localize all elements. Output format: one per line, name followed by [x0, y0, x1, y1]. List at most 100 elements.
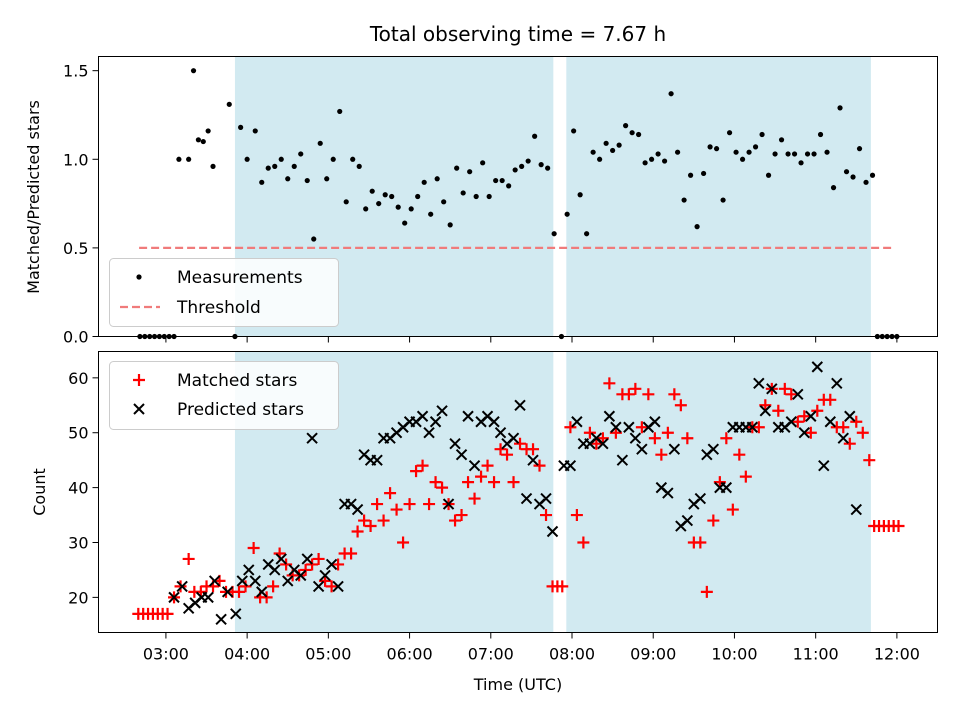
- matched-stars-point: [843, 437, 856, 450]
- predicted-stars-point: [168, 591, 180, 604]
- x-tick-label: 04:00: [224, 645, 270, 664]
- matched-stars-point: [182, 552, 195, 565]
- measurement-point: [863, 179, 869, 185]
- predicted-stars-point: [295, 569, 307, 582]
- measurement-point: [629, 130, 635, 136]
- x-tick-label: 09:00: [630, 645, 676, 664]
- measurement-point: [668, 91, 674, 97]
- matched-stars-point: [739, 470, 752, 483]
- measurement-point: [421, 179, 427, 185]
- predicted-stars-point: [792, 388, 804, 401]
- predicted-stars-point: [610, 421, 622, 433]
- predicted-stars-point: [720, 481, 733, 494]
- matched-stars-point: [403, 498, 416, 511]
- predicted-stars-point: [176, 580, 188, 593]
- measurement-point: [285, 176, 291, 182]
- matched-stars-point: [475, 470, 488, 483]
- matched-stars-point: [507, 476, 520, 489]
- top-panel: 0.0 0.5 1.0 1.5 Matched/Predicted stars Mea…: [24, 56, 938, 347]
- matched-stars-point: [733, 448, 746, 461]
- predicted-stars-point: [507, 432, 520, 444]
- legend-matched-marker: [133, 374, 145, 386]
- predicted-stars-point: [282, 575, 294, 587]
- matched-stars-point: [377, 514, 390, 527]
- predicted-stars-point: [629, 432, 642, 444]
- predicted-stars-point: [429, 416, 442, 428]
- matched-stars-point: [293, 569, 306, 582]
- measurement-point: [811, 151, 817, 157]
- matched-stars-point: [700, 585, 713, 598]
- matched-stars-point: [556, 580, 569, 593]
- predicted-stars-point: [416, 410, 429, 422]
- predicted-stars-point: [662, 487, 674, 499]
- matched-stars-point: [759, 399, 772, 412]
- measurement-point: [304, 177, 310, 184]
- measurement-point: [778, 137, 785, 143]
- predicted-stars-point: [306, 432, 318, 444]
- matched-stars-point: [161, 607, 174, 620]
- top-y-axis-label: Matched/Predicted stars: [24, 100, 43, 294]
- matched-stars-point: [798, 410, 811, 423]
- matched-stars-point: [449, 514, 462, 527]
- measurement-point: [480, 160, 486, 166]
- measurement-point: [441, 199, 447, 205]
- x-tick-label: 08:00: [549, 645, 595, 664]
- top-y-tick-label: 0.0: [63, 328, 88, 347]
- predicted-stars-point: [649, 416, 661, 428]
- matched-stars-point: [299, 563, 312, 576]
- matched-stars-point: [527, 443, 540, 456]
- predicted-stars-point: [208, 575, 221, 587]
- predicted-stars-point: [236, 575, 248, 587]
- matched-stars-point: [648, 432, 661, 445]
- predicted-stars-point: [514, 399, 526, 411]
- predicted-stars-point: [844, 410, 856, 422]
- measurement-point: [759, 131, 765, 138]
- measurement-point: [726, 130, 733, 136]
- measurement-point: [843, 169, 850, 175]
- matched-stars-point: [681, 432, 694, 445]
- matched-stars-point: [371, 498, 384, 511]
- predicted-stars-point: [221, 586, 234, 598]
- matched-stars-point: [785, 388, 798, 401]
- measurement-point: [460, 190, 466, 196]
- measurement-point: [713, 146, 720, 152]
- measurement-point: [244, 156, 250, 162]
- matched-stars-point: [850, 415, 863, 428]
- matched-stars-point: [856, 426, 869, 439]
- predicted-stars-point: [423, 427, 435, 439]
- measurement-point: [265, 165, 271, 171]
- matched-stars-point: [239, 580, 252, 593]
- measurement-point: [238, 124, 244, 130]
- matched-stars-point: [577, 536, 590, 549]
- predicted-stars-point: [215, 613, 227, 626]
- predicted-stars-point: [312, 580, 325, 593]
- matched-stars-point: [494, 443, 507, 456]
- matched-stars-point: [570, 509, 583, 522]
- legend-measurements-marker: [136, 274, 142, 280]
- measurement-point: [195, 137, 202, 143]
- matched-stars-point: [726, 503, 739, 516]
- predicted-stars-point: [818, 459, 830, 472]
- x-axis-label: Time (UTC): [473, 675, 562, 694]
- measurement-point: [674, 149, 681, 155]
- predicted-stars-point: [256, 586, 268, 598]
- measurement-point: [350, 156, 356, 162]
- bottom-y-tick-label: 40: [68, 479, 88, 498]
- matched-stars-point: [455, 509, 468, 522]
- matched-stars-point: [436, 481, 449, 494]
- measurement-point: [700, 170, 707, 177]
- measurement-point: [205, 128, 211, 134]
- measurement-point: [210, 163, 216, 169]
- matched-stars-point: [661, 426, 674, 439]
- matched-stars-point: [642, 388, 655, 401]
- x-tick-label: 10:00: [711, 645, 757, 664]
- matched-stars-point: [863, 454, 876, 467]
- matched-stars-point: [811, 404, 824, 417]
- measurement-point: [817, 131, 824, 138]
- predicted-stars-point: [520, 492, 533, 505]
- measurement-point: [512, 167, 518, 173]
- matched-stars-point: [635, 421, 648, 434]
- legend-measurements-label: Measurements: [177, 268, 303, 288]
- legend-predicted-marker: [133, 403, 145, 415]
- matched-stars-point: [791, 415, 804, 428]
